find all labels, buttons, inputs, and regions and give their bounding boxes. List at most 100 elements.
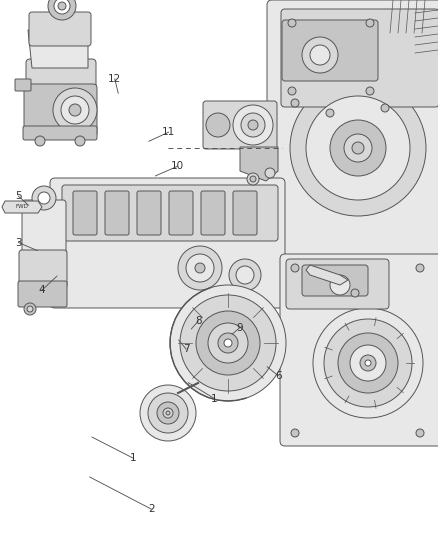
FancyBboxPatch shape	[169, 191, 193, 235]
FancyBboxPatch shape	[281, 9, 438, 107]
Circle shape	[416, 429, 424, 437]
Text: 1: 1	[130, 454, 137, 463]
Text: 9: 9	[236, 323, 243, 333]
Circle shape	[178, 246, 222, 290]
Circle shape	[186, 254, 214, 282]
Circle shape	[157, 402, 179, 424]
FancyBboxPatch shape	[137, 191, 161, 235]
Circle shape	[140, 385, 196, 441]
Text: 12: 12	[108, 74, 121, 84]
Circle shape	[250, 176, 256, 182]
FancyBboxPatch shape	[105, 191, 129, 235]
Circle shape	[351, 289, 359, 297]
Circle shape	[61, 96, 89, 124]
Circle shape	[208, 323, 248, 363]
Circle shape	[53, 88, 97, 132]
Text: 3: 3	[15, 238, 22, 247]
Circle shape	[330, 120, 386, 176]
Polygon shape	[28, 30, 88, 68]
FancyBboxPatch shape	[24, 84, 97, 137]
Circle shape	[248, 120, 258, 130]
Circle shape	[365, 360, 371, 366]
Circle shape	[338, 333, 398, 393]
Circle shape	[32, 186, 56, 210]
FancyBboxPatch shape	[233, 191, 257, 235]
FancyBboxPatch shape	[282, 20, 378, 81]
FancyBboxPatch shape	[280, 254, 438, 446]
Circle shape	[54, 0, 70, 14]
Text: 8: 8	[195, 316, 202, 326]
Circle shape	[233, 105, 273, 145]
FancyBboxPatch shape	[50, 178, 285, 308]
Text: 1: 1	[211, 394, 218, 403]
Circle shape	[58, 2, 66, 10]
Circle shape	[195, 263, 205, 273]
Circle shape	[313, 308, 423, 418]
Circle shape	[416, 264, 424, 272]
Circle shape	[381, 104, 389, 112]
FancyBboxPatch shape	[302, 265, 368, 296]
FancyBboxPatch shape	[15, 79, 31, 91]
Circle shape	[166, 411, 170, 415]
Polygon shape	[2, 201, 42, 213]
Circle shape	[218, 333, 238, 353]
Circle shape	[48, 0, 76, 20]
FancyBboxPatch shape	[23, 126, 97, 140]
Circle shape	[247, 173, 259, 185]
Text: 6: 6	[275, 371, 282, 381]
Circle shape	[302, 37, 338, 73]
FancyBboxPatch shape	[19, 250, 67, 288]
Text: 7: 7	[183, 344, 190, 354]
FancyBboxPatch shape	[29, 12, 91, 46]
Circle shape	[24, 303, 36, 315]
Circle shape	[265, 168, 275, 178]
Polygon shape	[240, 147, 278, 181]
FancyBboxPatch shape	[286, 259, 389, 309]
Circle shape	[366, 87, 374, 95]
Circle shape	[288, 19, 296, 27]
Circle shape	[360, 355, 376, 371]
Circle shape	[310, 45, 330, 65]
Circle shape	[196, 311, 260, 375]
FancyBboxPatch shape	[267, 0, 438, 258]
Circle shape	[352, 142, 364, 154]
Circle shape	[291, 99, 299, 107]
Circle shape	[148, 393, 188, 433]
Circle shape	[224, 339, 232, 347]
Text: 4: 4	[38, 286, 45, 295]
Circle shape	[350, 345, 386, 381]
Circle shape	[75, 136, 85, 146]
Circle shape	[344, 134, 372, 162]
Circle shape	[27, 306, 33, 312]
Circle shape	[291, 264, 299, 272]
Circle shape	[290, 80, 426, 216]
FancyBboxPatch shape	[203, 101, 277, 149]
Text: 2: 2	[148, 504, 155, 514]
Circle shape	[241, 113, 265, 137]
Circle shape	[206, 113, 230, 137]
FancyBboxPatch shape	[26, 59, 96, 97]
Circle shape	[180, 295, 276, 391]
Circle shape	[330, 275, 350, 295]
Text: 5: 5	[15, 191, 22, 201]
FancyBboxPatch shape	[73, 191, 97, 235]
Circle shape	[236, 266, 254, 284]
Circle shape	[38, 192, 50, 204]
Circle shape	[163, 408, 173, 418]
Circle shape	[35, 136, 45, 146]
Circle shape	[324, 319, 412, 407]
Text: 10: 10	[171, 161, 184, 171]
Circle shape	[170, 285, 286, 401]
Circle shape	[288, 87, 296, 95]
Circle shape	[69, 104, 81, 116]
FancyBboxPatch shape	[18, 281, 67, 307]
Circle shape	[229, 259, 261, 291]
FancyBboxPatch shape	[62, 185, 278, 241]
FancyBboxPatch shape	[201, 191, 225, 235]
Circle shape	[366, 19, 374, 27]
Circle shape	[291, 429, 299, 437]
Circle shape	[326, 109, 334, 117]
Text: FWD: FWD	[16, 205, 28, 209]
Text: 11: 11	[162, 127, 175, 137]
FancyBboxPatch shape	[22, 200, 66, 258]
